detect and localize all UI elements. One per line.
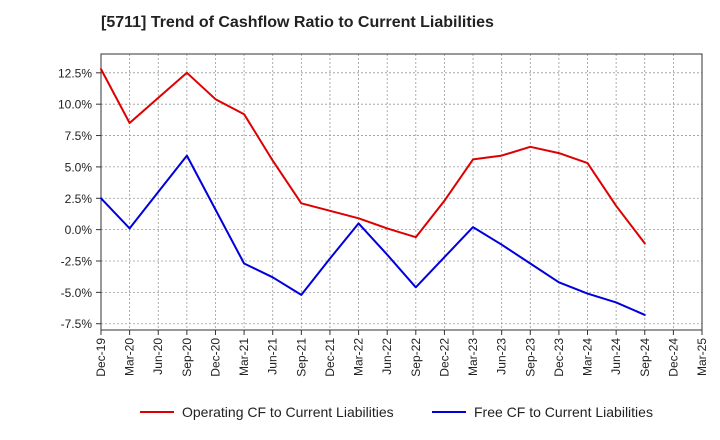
y-tick-label: 0.0% — [65, 223, 93, 237]
legend-item: Free CF to Current Liabilities — [432, 404, 653, 420]
chart-title: [5711] Trend of Cashflow Ratio to Curren… — [101, 14, 494, 31]
x-tick-label: Sep-21 — [294, 338, 308, 377]
y-tick-label: 2.5% — [65, 192, 93, 206]
y-tick-label: -7.5% — [61, 317, 93, 331]
y-tick-label: 5.0% — [65, 160, 93, 174]
x-tick-label: Jun-21 — [266, 338, 280, 375]
x-tick-label: Jun-20 — [151, 338, 165, 375]
series-line-2 — [100, 154, 646, 316]
x-tick-label: Sep-20 — [180, 338, 194, 377]
x-tick-label: Sep-22 — [409, 338, 423, 377]
plot-frame — [100, 53, 703, 331]
series-line-1 — [100, 68, 646, 245]
x-tick-label: Mar-23 — [466, 338, 480, 376]
x-tick-label: Jun-23 — [495, 338, 509, 375]
x-tick-label: Dec-24 — [666, 338, 680, 377]
y-tick-label: -2.5% — [61, 255, 93, 269]
legend-label: Free CF to Current Liabilities — [474, 404, 653, 420]
legend-swatch — [140, 411, 174, 413]
y-tick-label: 10.0% — [58, 98, 92, 112]
legend-item: Operating CF to Current Liabilities — [140, 404, 394, 420]
x-tick-label: Mar-25 — [695, 338, 709, 376]
y-tick-label: 12.5% — [58, 66, 92, 80]
x-tick-label: Dec-23 — [552, 338, 566, 377]
x-tick-label: Dec-20 — [208, 338, 222, 377]
y-tick-label: -5.0% — [61, 286, 93, 300]
y-tick-label: 7.5% — [65, 129, 93, 143]
chart-plot: 12.5% 10.0% 7.5% 5.0% 2.5% 0.0% -2.5% -5.0% -7.5… — [58, 53, 709, 377]
x-tick-label: Sep-23 — [523, 338, 537, 377]
x-tick-label: Mar-21 — [237, 338, 251, 376]
plot-background — [101, 54, 702, 330]
x-tick-label: Dec-19 — [94, 338, 108, 377]
legend-label: Operating CF to Current Liabilities — [182, 404, 394, 420]
x-tick-label: Jun-24 — [609, 338, 623, 375]
x-tick-label: Jun-22 — [380, 338, 394, 375]
x-tick-label: Mar-20 — [123, 338, 137, 376]
x-tick-label: Sep-24 — [638, 338, 652, 377]
x-tick-label: Dec-21 — [323, 338, 337, 377]
legend-swatch — [432, 411, 466, 413]
x-tick-label: Dec-22 — [437, 338, 451, 377]
chart-legend: Operating CF to Current Liabilities Free … — [0, 404, 720, 426]
x-tick-label: Mar-24 — [581, 338, 595, 376]
x-tick-label: Mar-22 — [352, 338, 366, 376]
